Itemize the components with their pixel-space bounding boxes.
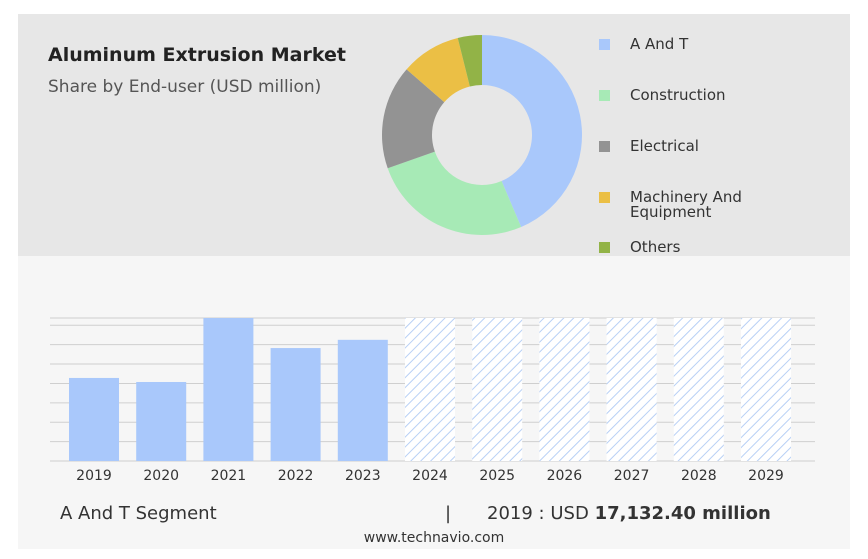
donut-slice [382, 69, 445, 169]
legend-swatch [599, 90, 610, 101]
legend-label: A And T [630, 35, 689, 53]
forecast-placeholder [741, 318, 791, 461]
forecast-placeholder [405, 318, 455, 461]
summary-line: 2019 : USD 17,132.40 million [487, 503, 771, 524]
legend-label: Others [630, 238, 681, 256]
x-tick-label: 2023 [345, 468, 381, 484]
legend-swatch [599, 192, 610, 203]
donut-slice [482, 35, 582, 228]
summary-separator: : [538, 503, 545, 524]
x-tick-label: 2028 [681, 468, 717, 484]
summary-currency: USD [550, 503, 589, 524]
legend-swatch [599, 242, 610, 253]
divider: | [445, 503, 452, 524]
legend-label: Electrical [630, 137, 699, 155]
bar [203, 318, 254, 461]
bar [136, 381, 187, 461]
source: www.technavio.com [363, 530, 505, 546]
legend-label: Machinery And Equipment [630, 188, 742, 221]
x-tick-label: 2026 [547, 468, 583, 484]
chart-subtitle: Share by End-user (USD million) [48, 77, 322, 97]
chart-title: Aluminum Extrusion Market [48, 44, 346, 66]
x-tick-label: 2020 [143, 468, 179, 484]
x-tick-label: 2029 [748, 468, 784, 484]
forecast-placeholder [673, 318, 724, 461]
summary-year: 2019 [487, 503, 533, 524]
x-tick-label: 2021 [211, 468, 247, 484]
x-tick-label: 2024 [412, 468, 448, 484]
bar [337, 339, 388, 461]
forecast-placeholder [606, 318, 657, 461]
x-tick-label: 2022 [278, 468, 314, 484]
forecast-placeholder [539, 318, 590, 461]
x-tick-label: 2025 [479, 468, 515, 484]
legend-swatch [599, 141, 610, 152]
forecast-placeholder [472, 318, 523, 461]
bar [69, 377, 119, 461]
x-tick-label: 2027 [614, 468, 650, 484]
segment-label: A And T Segment [60, 503, 217, 524]
legend-swatch [599, 39, 610, 50]
donut-slice [406, 37, 470, 103]
donut-slice [457, 35, 482, 87]
donut-slice [387, 151, 522, 236]
summary-value: 17,132.40 million [594, 503, 771, 524]
bar [270, 348, 321, 461]
legend-label: Construction [630, 86, 726, 104]
x-tick-label: 2019 [76, 468, 112, 484]
